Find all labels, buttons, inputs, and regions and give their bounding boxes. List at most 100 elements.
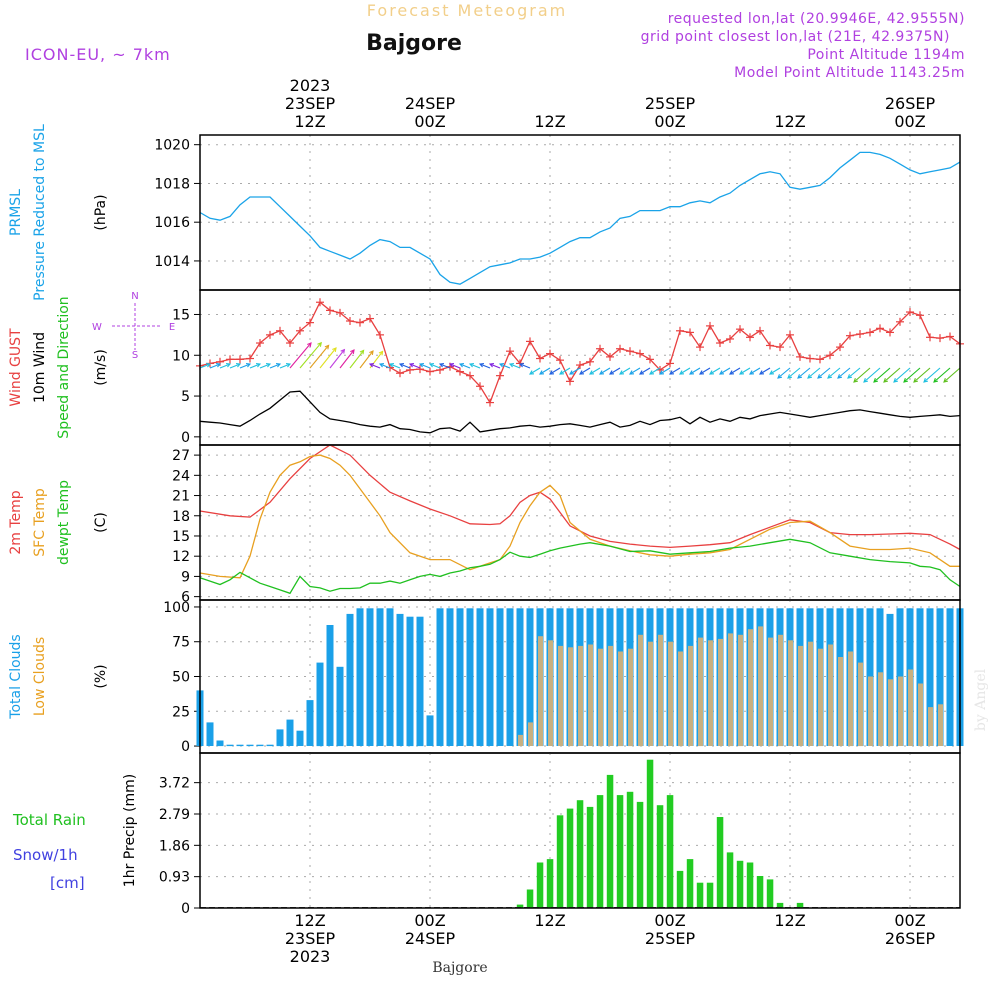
wind-arrow-shaft [319,347,337,369]
bar-low-clouds [778,634,783,747]
top-time-label: 26SEP [885,94,936,113]
gust-marker [816,355,824,364]
wind-arrow [589,367,601,375]
wind-arrow-head [468,362,475,368]
wind-arrow [368,362,381,369]
wind-arrow-head [589,370,595,375]
wind-arrow-shaft [933,367,951,383]
y-tick-label: 75 [172,635,190,651]
gust-marker [236,355,244,364]
bar-total-rain [666,795,674,908]
bottom-time-label: 2023 [290,947,331,966]
top-time-label: 00Z [414,112,445,131]
gust-marker [856,330,864,339]
bar-low-clouds [578,645,583,746]
wind-arrow-head [679,370,685,375]
bar-total-rain [686,859,694,908]
wind-arrow [699,367,711,375]
wind-arrow-head [448,362,455,368]
gust-marker [366,314,374,323]
wind-arrow-head [408,362,415,368]
wind-arrow [787,367,801,379]
wind-arrow-head [649,370,655,375]
gust-marker [846,331,854,340]
panel-label: PRMSL [8,189,24,236]
bar-total-clouds [346,613,354,746]
gust-marker [646,355,654,364]
wind-arrow-shaft [299,342,322,369]
bar-low-clouds [598,648,603,747]
wind-arrow-head [827,374,833,379]
wind-arrow [529,367,541,375]
wind-arrow-head [913,378,919,383]
wind-arrow-head [599,370,605,375]
gust-marker [356,318,364,327]
bar-total-rain [536,862,544,908]
wind-arrow-shaft [827,367,841,379]
bar-total-clouds [246,744,254,747]
gust-marker [296,326,304,335]
gust-marker [666,359,674,368]
wind-arrow-shaft [873,367,891,383]
bar-total-clouds [386,608,394,746]
series-dewpt-temp [199,538,961,595]
wind-arrow-shaft [559,367,571,375]
wind-arrow [199,362,212,369]
bar-total-rain [616,795,624,908]
wind-arrow-shaft [239,363,251,369]
wind-arrow-head [255,362,262,368]
wind-arrow [279,362,292,369]
wind-arrow-head [837,374,843,379]
wind-arrow-shaft [439,363,451,369]
y-tick-label: 0 [181,901,190,917]
compass-e: E [169,322,175,333]
wind-arrow-head [205,362,212,368]
wind-arrow [438,362,451,369]
wind-arrow-head [943,378,949,383]
wind-arrow-head [893,378,899,383]
bar-total-rain [696,882,704,908]
y-tick-label: 15 [172,529,190,545]
y-tick-label: 24 [172,468,190,484]
wind-arrow-head [478,362,485,368]
bar-total-rain [766,879,774,908]
bar-total-rain [626,791,634,909]
wind-arrow-head [817,374,823,379]
bar-total-clouds [486,608,494,746]
gust-marker [576,361,584,370]
bar-total-rain [726,852,734,908]
compass-n: N [131,291,138,302]
bar-total-clouds [936,608,944,746]
y-tick-label: 0 [181,739,190,755]
wind-arrow-head [508,362,515,368]
y-tick-label: 15 [172,307,190,323]
bottom-time-label: 00Z [414,911,445,930]
wind-arrow-head [659,370,665,375]
gust-marker [346,317,354,325]
gust-marker [826,351,834,360]
bar-low-clouds [828,644,833,746]
wind-arrow [488,362,501,369]
y-tick-label: 0 [181,430,190,446]
y-tick-label: 25 [172,704,190,720]
y-tick-label: 1020 [154,138,190,154]
wind-arrow-shaft [459,363,471,369]
bar-low-clouds [938,704,943,746]
wind-arrow-shaft [199,363,211,369]
wind-arrow-head [853,378,859,383]
wind-arrow-head [369,350,374,356]
wind-arrow-shaft [479,363,491,369]
wind-arrow [847,367,861,379]
bar-low-clouds [548,640,553,746]
bar-total-clouds [356,608,364,746]
wind-arrow-head [235,362,242,368]
wind-arrow-head [719,370,725,375]
bar-total-clouds [436,608,444,746]
y-tick-label: 10 [172,348,190,364]
wind-arrow-head [378,362,385,368]
wind-arrow-shaft [689,367,701,375]
wind-arrow [729,367,741,375]
bar-total-clouds [456,608,464,746]
panel-label: 10m Wind [32,332,48,403]
